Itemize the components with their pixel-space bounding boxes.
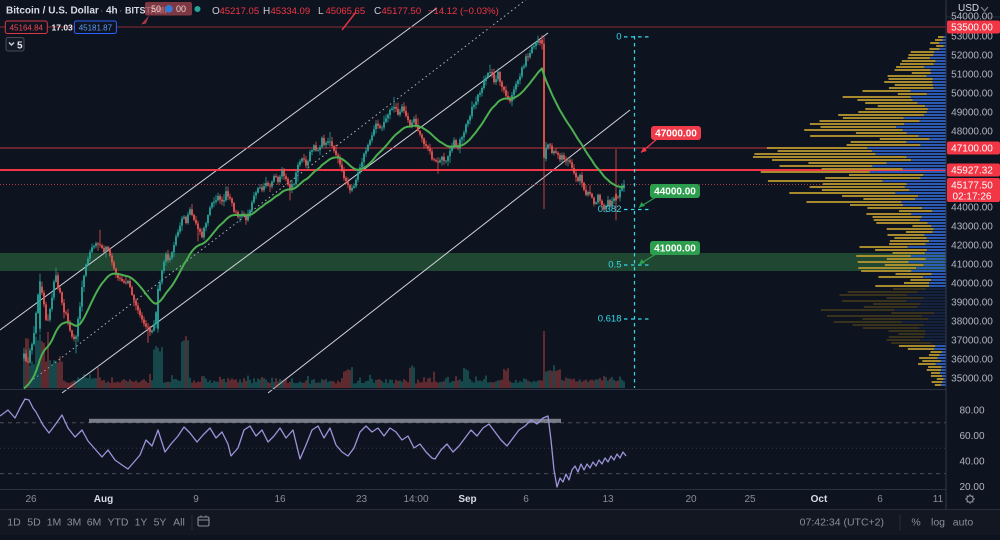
svg-text:45177.50: 45177.50 (951, 181, 993, 192)
svg-text:17.03: 17.03 (52, 23, 74, 33)
svg-text:1Y: 1Y (135, 517, 148, 529)
svg-text:9: 9 (193, 494, 199, 505)
svg-text:37000.00: 37000.00 (951, 336, 993, 347)
svg-text:L: L (318, 6, 324, 17)
svg-text:54000.00: 54000.00 (951, 12, 993, 23)
svg-text:41000.00: 41000.00 (951, 260, 993, 271)
svg-text:0.618: 0.618 (598, 314, 622, 325)
svg-text:Bitcoin / U.S. Dollar: Bitcoin / U.S. Dollar (6, 6, 99, 17)
svg-text:0.382: 0.382 (598, 204, 622, 215)
svg-text:49000.00: 49000.00 (951, 108, 993, 119)
svg-text:26: 26 (25, 494, 37, 505)
svg-text:44000.00: 44000.00 (654, 187, 696, 198)
svg-text:Sep: Sep (458, 494, 476, 505)
svg-text:35000.00: 35000.00 (951, 374, 993, 385)
svg-text:47100.00: 47100.00 (951, 144, 993, 155)
svg-text:45217.05: 45217.05 (220, 6, 260, 17)
svg-text:20.00: 20.00 (959, 482, 984, 493)
svg-text:Oct: Oct (811, 494, 828, 505)
svg-text:51000.00: 51000.00 (951, 70, 993, 81)
svg-text:O: O (212, 6, 220, 17)
svg-text:38000.00: 38000.00 (951, 317, 993, 328)
svg-text:45065.65: 45065.65 (326, 6, 366, 17)
svg-text:Aug: Aug (94, 494, 113, 505)
svg-text:02:17:26: 02:17:26 (953, 192, 992, 203)
svg-text:4h: 4h (106, 6, 118, 17)
svg-text:40000.00: 40000.00 (951, 279, 993, 290)
svg-text:45164.84: 45164.84 (10, 23, 44, 32)
svg-text:·: · (119, 6, 122, 17)
svg-text:20: 20 (685, 494, 697, 505)
svg-text:16: 16 (274, 494, 286, 505)
svg-text:14:00: 14:00 (403, 494, 428, 505)
svg-text:3M: 3M (67, 517, 82, 529)
svg-text:07:42:34 (UTC+2): 07:42:34 (UTC+2) (800, 517, 884, 529)
svg-text:45927.32: 45927.32 (951, 166, 993, 177)
svg-text:1M: 1M (47, 517, 62, 529)
svg-text:11: 11 (933, 494, 944, 505)
svg-text:00: 00 (176, 4, 186, 14)
svg-text:−14.12 (−0.03%): −14.12 (−0.03%) (428, 6, 499, 17)
svg-text:0: 0 (616, 31, 621, 42)
svg-text:42000.00: 42000.00 (951, 241, 993, 252)
svg-text:YTD: YTD (108, 517, 129, 529)
svg-text:45334.09: 45334.09 (271, 6, 311, 17)
svg-text:53500.00: 53500.00 (951, 23, 993, 34)
svg-text:5D: 5D (27, 517, 41, 529)
svg-text:23: 23 (356, 494, 368, 505)
svg-text:H: H (263, 6, 270, 17)
svg-text:6: 6 (877, 494, 883, 505)
svg-text:40.00: 40.00 (959, 457, 984, 468)
svg-text:%: % (911, 517, 920, 529)
svg-text:6: 6 (523, 494, 529, 505)
svg-text:41000.00: 41000.00 (654, 244, 696, 255)
svg-text:0.5: 0.5 (608, 260, 621, 271)
svg-text:5: 5 (17, 41, 23, 52)
svg-text:log: log (931, 517, 945, 529)
svg-text:1D: 1D (7, 517, 21, 529)
svg-text:50000.00: 50000.00 (951, 89, 993, 100)
svg-text:USD: USD (958, 3, 979, 14)
svg-text:80.00: 80.00 (959, 406, 984, 417)
svg-text:·: · (100, 6, 103, 17)
svg-text:60.00: 60.00 (959, 431, 984, 442)
svg-text:All: All (173, 517, 185, 529)
svg-text:36000.00: 36000.00 (951, 355, 993, 366)
svg-text:39000.00: 39000.00 (951, 298, 993, 309)
svg-text:45181.87: 45181.87 (79, 23, 113, 32)
svg-text:25: 25 (744, 494, 756, 505)
svg-text:C: C (374, 6, 381, 17)
svg-text:48000.00: 48000.00 (951, 127, 993, 138)
svg-text:auto: auto (953, 517, 974, 529)
svg-text:6M: 6M (87, 517, 102, 529)
svg-text:13: 13 (602, 494, 614, 505)
svg-text:52000.00: 52000.00 (951, 51, 993, 62)
svg-text:50: 50 (151, 4, 161, 14)
svg-text:53000.00: 53000.00 (951, 32, 993, 43)
svg-text:47000.00: 47000.00 (655, 129, 697, 140)
svg-text:5Y: 5Y (154, 517, 167, 529)
svg-text:45177.50: 45177.50 (382, 6, 422, 17)
svg-text:44000.00: 44000.00 (951, 203, 993, 214)
svg-text:43000.00: 43000.00 (951, 222, 993, 233)
